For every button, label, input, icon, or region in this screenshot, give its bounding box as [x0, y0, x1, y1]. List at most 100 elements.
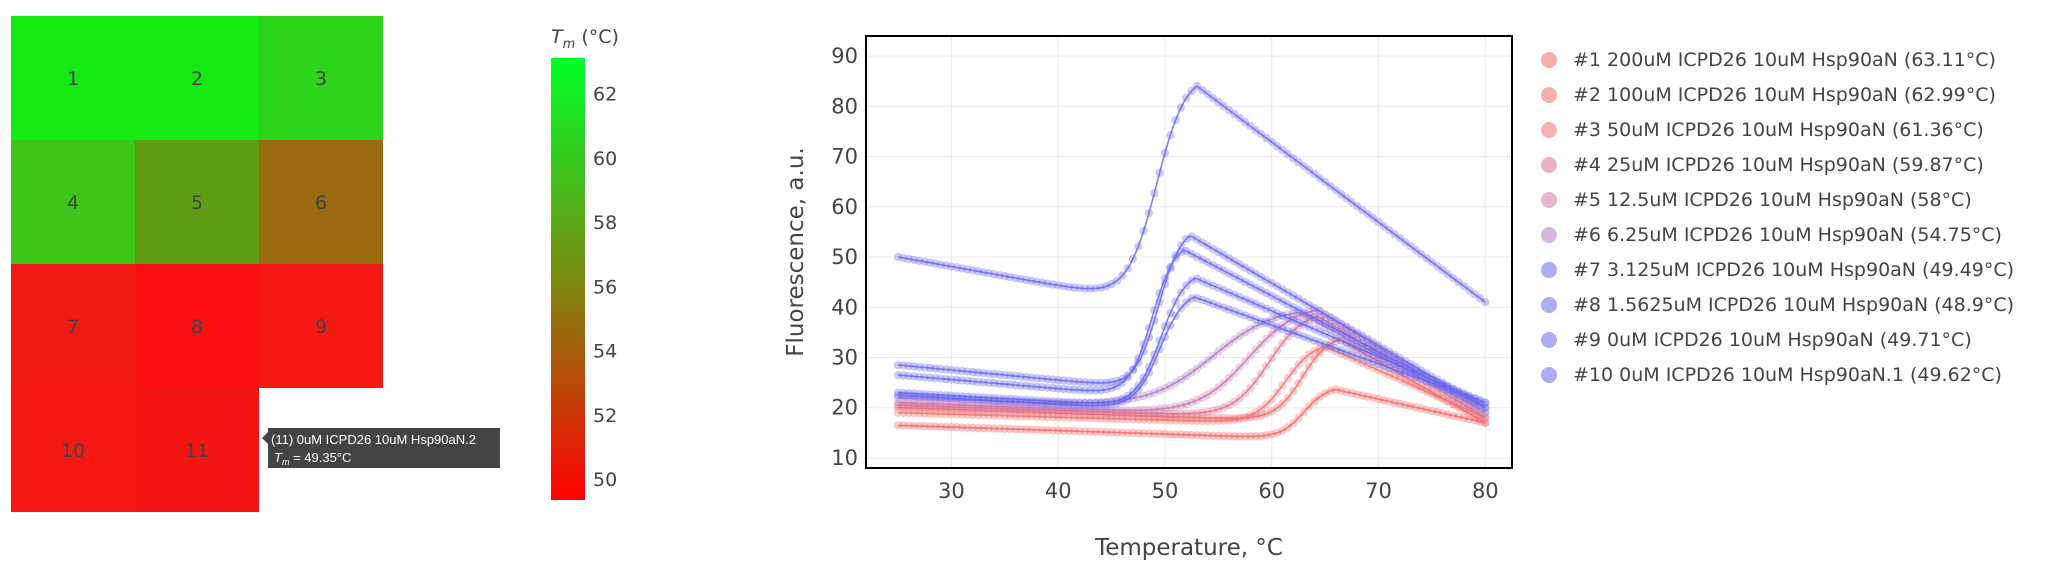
data-point [1235, 113, 1244, 123]
data-point [1021, 403, 1031, 412]
data-point [1011, 380, 1020, 390]
data-point [1454, 412, 1463, 422]
data-point [1224, 288, 1234, 297]
data-point [1192, 252, 1202, 261]
data-point [899, 408, 908, 418]
data-point [1267, 394, 1277, 404]
data-point [1203, 416, 1212, 426]
legend-item[interactable]: #8 1.5625uM ICPD26 10uM Hsp90aN (48.9°C) [1530, 289, 2014, 321]
data-point [1449, 411, 1458, 420]
data-point [963, 265, 972, 274]
legend-item[interactable]: #1 200uM ICPD26 10uM Hsp90aN (63.11°C) [1530, 44, 1996, 76]
data-point [1118, 414, 1127, 424]
data-point [1054, 400, 1063, 409]
legend-item[interactable]: #2 100uM ICPD26 10uM Hsp90aN (62.99°C) [1530, 79, 1996, 111]
data-point [1187, 86, 1196, 96]
data-point [1278, 324, 1287, 334]
legend-item[interactable]: #4 25uM ICPD26 10uM Hsp90aN (59.87°C) [1530, 149, 1984, 181]
data-point [1267, 329, 1277, 339]
legend-item[interactable]: #9 0uM ICPD26 10uM Hsp90aN (49.71°C) [1530, 324, 1972, 356]
legend-item[interactable]: #5 12.5uM ICPD26 10uM Hsp90aN (58°C) [1530, 184, 1972, 216]
data-point [1443, 396, 1453, 406]
legend-item[interactable]: #3 50uM ICPD26 10uM Hsp90aN (61.36°C) [1530, 114, 1984, 146]
data-point [1288, 291, 1298, 300]
legend-item[interactable]: #7 3.125uM ICPD26 10uM Hsp90aN (49.49°C) [1530, 254, 2014, 286]
series-line [897, 235, 1486, 409]
data-point [968, 367, 977, 377]
data-point [1198, 255, 1207, 264]
data-point [915, 399, 924, 408]
heatmap-cell-label: 8 [191, 316, 203, 338]
data-point [1102, 428, 1111, 437]
colorbar-gradient [551, 58, 585, 500]
data-point [1310, 325, 1319, 334]
data-point [1353, 390, 1362, 399]
data-point [1230, 397, 1239, 407]
data-point [920, 399, 929, 408]
data-point [893, 370, 903, 380]
data-point [1363, 210, 1373, 219]
data-point [1021, 275, 1031, 285]
legend-marker [1541, 297, 1557, 313]
data-point [1267, 291, 1277, 301]
data-point [1038, 374, 1047, 383]
data-point [1016, 425, 1025, 434]
heatmap-cell [135, 140, 259, 264]
data-point [1267, 354, 1277, 363]
data-point [1187, 398, 1196, 407]
heatmap-cell-label: 6 [315, 192, 327, 214]
data-point [1166, 131, 1175, 140]
data-point [936, 400, 945, 409]
data-point [1075, 377, 1084, 387]
data-point [1235, 292, 1244, 302]
data-point [1283, 313, 1293, 322]
data-point [1251, 376, 1260, 386]
data-point [1417, 250, 1426, 259]
data-point [1304, 311, 1314, 320]
data-point [1091, 405, 1100, 414]
data-point [1054, 413, 1063, 422]
data-point [995, 370, 1004, 379]
data-point [893, 360, 903, 370]
data-point [1198, 360, 1207, 369]
data-point [1465, 392, 1474, 402]
data-point [1379, 350, 1389, 359]
legend-label: #7 3.125uM ICPD26 10uM Hsp90aN (49.49°C) [1573, 259, 2015, 281]
data-point [1182, 413, 1191, 422]
data-point [1331, 344, 1341, 353]
y-tick-label: 50 [831, 245, 858, 269]
data-point [893, 398, 903, 407]
data-point [1038, 383, 1047, 392]
data-point [1283, 149, 1293, 159]
data-point [1449, 274, 1458, 283]
legend-item[interactable]: #10 0uM ICPD26 10uM Hsp90aN.1 (49.62°C) [1530, 359, 2002, 391]
data-point [1240, 389, 1250, 398]
data-point [1011, 402, 1020, 412]
data-point [1224, 105, 1234, 115]
data-point [1224, 305, 1234, 314]
data-point [1118, 271, 1127, 280]
data-point [1198, 85, 1207, 95]
data-point [1422, 377, 1431, 386]
data-point [1358, 339, 1367, 348]
data-point [1369, 363, 1378, 372]
data-point [979, 411, 988, 420]
series-line [897, 315, 1486, 419]
data-point [1144, 208, 1154, 218]
data-point [1283, 423, 1293, 432]
data-point [925, 409, 935, 418]
data-point [1310, 169, 1319, 179]
data-point [1363, 348, 1373, 357]
legend-item[interactable]: #6 6.25uM ICPD26 10uM Hsp90aN (54.75°C) [1530, 219, 2002, 251]
data-point [1219, 266, 1228, 275]
data-point [1080, 405, 1090, 414]
data-point [1064, 400, 1074, 409]
data-point [1032, 373, 1042, 383]
data-point [1224, 254, 1234, 263]
data-point [1027, 425, 1036, 434]
data-point [1353, 356, 1362, 365]
data-point [1032, 412, 1042, 421]
data-point [1379, 361, 1389, 370]
data-point [952, 423, 961, 432]
data-point [1433, 262, 1442, 271]
